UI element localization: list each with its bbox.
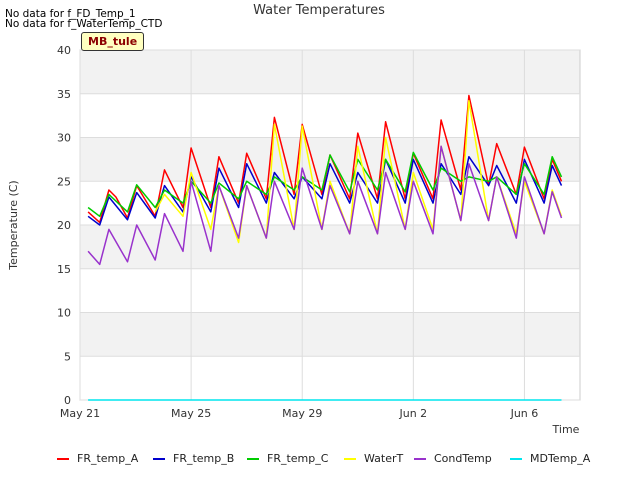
legend-label: FR_temp_C: [267, 452, 329, 465]
legend: FR_temp_A FR_temp_B FR_temp_C WaterT CondTem…: [0, 452, 640, 470]
y-axis-ticks: 0 5 10 15 20 25 30 35 40: [57, 44, 71, 407]
legend-label: FR_temp_B: [173, 452, 235, 465]
legend-item-mdtemp-a: MDTemp_A: [510, 452, 590, 465]
legend-label: WaterT: [364, 452, 404, 465]
series-line-condtemp: [87, 145, 563, 266]
grid-band: [80, 312, 580, 357]
x-tick-label: Jun 6: [510, 407, 539, 420]
no-data-note-watertemp-ctd: No data for f_WaterTemp_CTD: [5, 18, 163, 30]
x-tick-label: May 25: [171, 407, 211, 420]
legend-item-watert: WaterT: [344, 452, 403, 465]
y-tick-label: 5: [64, 350, 71, 363]
legend-label: FR_temp_A: [77, 452, 139, 465]
grid-band: [80, 50, 580, 94]
legend-swatch: [414, 457, 426, 460]
y-tick-label: 40: [57, 44, 71, 57]
legend-swatch: [344, 457, 356, 460]
legend-swatch: [247, 457, 259, 460]
chart-title: Water Temperatures: [253, 3, 385, 18]
legend-swatch: [510, 457, 522, 460]
legend-label: MDTemp_A: [530, 452, 591, 465]
grid-band: [80, 225, 580, 269]
no-data-note-fd-temp: No data for f_FD_Temp_1: [5, 8, 136, 20]
x-tick-label: Jun 2: [398, 407, 427, 420]
y-tick-label: 25: [57, 175, 71, 188]
site-tag: MB_tule: [81, 32, 145, 51]
y-tick-label: 35: [57, 88, 71, 101]
legend-item-fr-temp-c: FR_temp_C: [247, 452, 328, 465]
legend-swatch: [57, 457, 69, 460]
legend-item-fr-temp-a: FR_temp_A: [57, 452, 138, 465]
legend-item-condtemp: CondTemp: [414, 452, 492, 465]
y-tick-label: 0: [64, 394, 71, 407]
legend-item-fr-temp-b: FR_temp_B: [153, 452, 234, 465]
x-tick-label: May 29: [282, 407, 322, 420]
y-tick-label: 15: [57, 263, 71, 276]
x-tick-label: May 21: [60, 407, 100, 420]
y-tick-label: 30: [57, 132, 71, 145]
y-tick-label: 10: [57, 307, 71, 320]
series-line-fr-temp-b: [87, 155, 563, 226]
series-line-fr-temp-c: [87, 151, 563, 218]
grid-band: [80, 137, 580, 182]
legend-label: CondTemp: [434, 452, 492, 465]
y-tick-label: 20: [57, 219, 71, 232]
x-axis-label: Time: [552, 423, 580, 436]
legend-swatch: [153, 457, 165, 460]
x-axis-ticks: May 21 May 25 May 29 Jun 2 Jun 6: [60, 407, 538, 420]
series-lines: [87, 94, 563, 401]
y-axis-label: Temperature (C): [7, 180, 20, 270]
